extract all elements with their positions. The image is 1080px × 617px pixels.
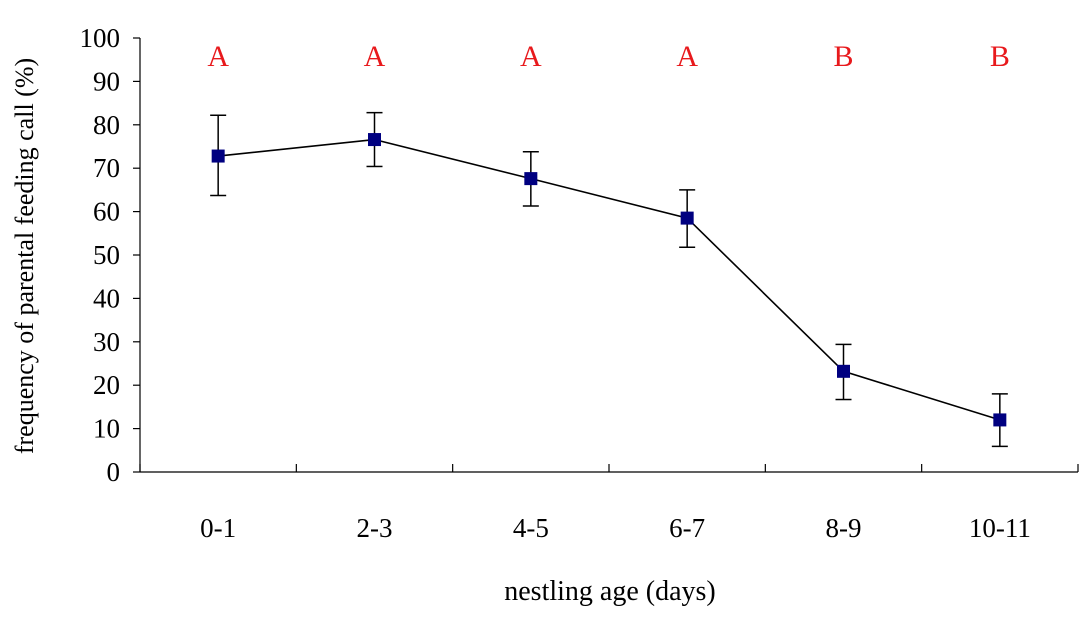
series-line <box>218 138 1001 421</box>
data-point-marker <box>211 149 225 163</box>
data-point-marker <box>837 364 850 378</box>
y-tick-label: 40 <box>93 283 120 313</box>
y-tick-label: 50 <box>93 240 120 270</box>
y-tick-label: 20 <box>93 370 120 400</box>
x-tick-label: 2-3 <box>357 513 393 543</box>
data-point-marker <box>993 413 1007 427</box>
y-tick-label: 100 <box>80 23 121 53</box>
significance-letter: A <box>520 40 542 73</box>
x-tick-label: 0-1 <box>200 513 236 543</box>
y-tick-label: 30 <box>93 327 120 357</box>
x-tick-label: 10-11 <box>969 513 1031 543</box>
significance-letter: B <box>833 40 853 73</box>
significance-letter: A <box>207 40 229 73</box>
x-tick-label: 6-7 <box>669 513 705 543</box>
x-tick-label: 4-5 <box>513 513 549 543</box>
labels-layer: frequency of parental feeding call (%) n… <box>10 40 1010 607</box>
x-tick-label: 8-9 <box>826 513 862 543</box>
data-point-marker <box>368 133 381 147</box>
data-point-marker <box>680 211 694 225</box>
y-tick-label: 90 <box>93 66 120 96</box>
y-tick-label: 10 <box>93 414 120 444</box>
significance-letter: A <box>364 40 386 73</box>
series-layer <box>210 111 1008 448</box>
axes-layer: 0 10 20 30 40 50 60 70 80 90 100 0-1 2-3 4-5 6-7 8-9 10-… <box>80 23 1079 543</box>
significance-letter: A <box>676 40 698 73</box>
y-axis-title: frequency of parental feeding call (%) <box>10 58 39 454</box>
y-tick-label: 70 <box>93 153 120 183</box>
data-point-marker <box>524 172 538 186</box>
x-axis-title: nestling age (days) <box>504 576 716 607</box>
significance-letter: B <box>990 40 1010 73</box>
y-tick-label: 60 <box>93 197 120 227</box>
y-tick-label: 80 <box>93 110 120 140</box>
y-tick-label: 0 <box>107 457 121 487</box>
